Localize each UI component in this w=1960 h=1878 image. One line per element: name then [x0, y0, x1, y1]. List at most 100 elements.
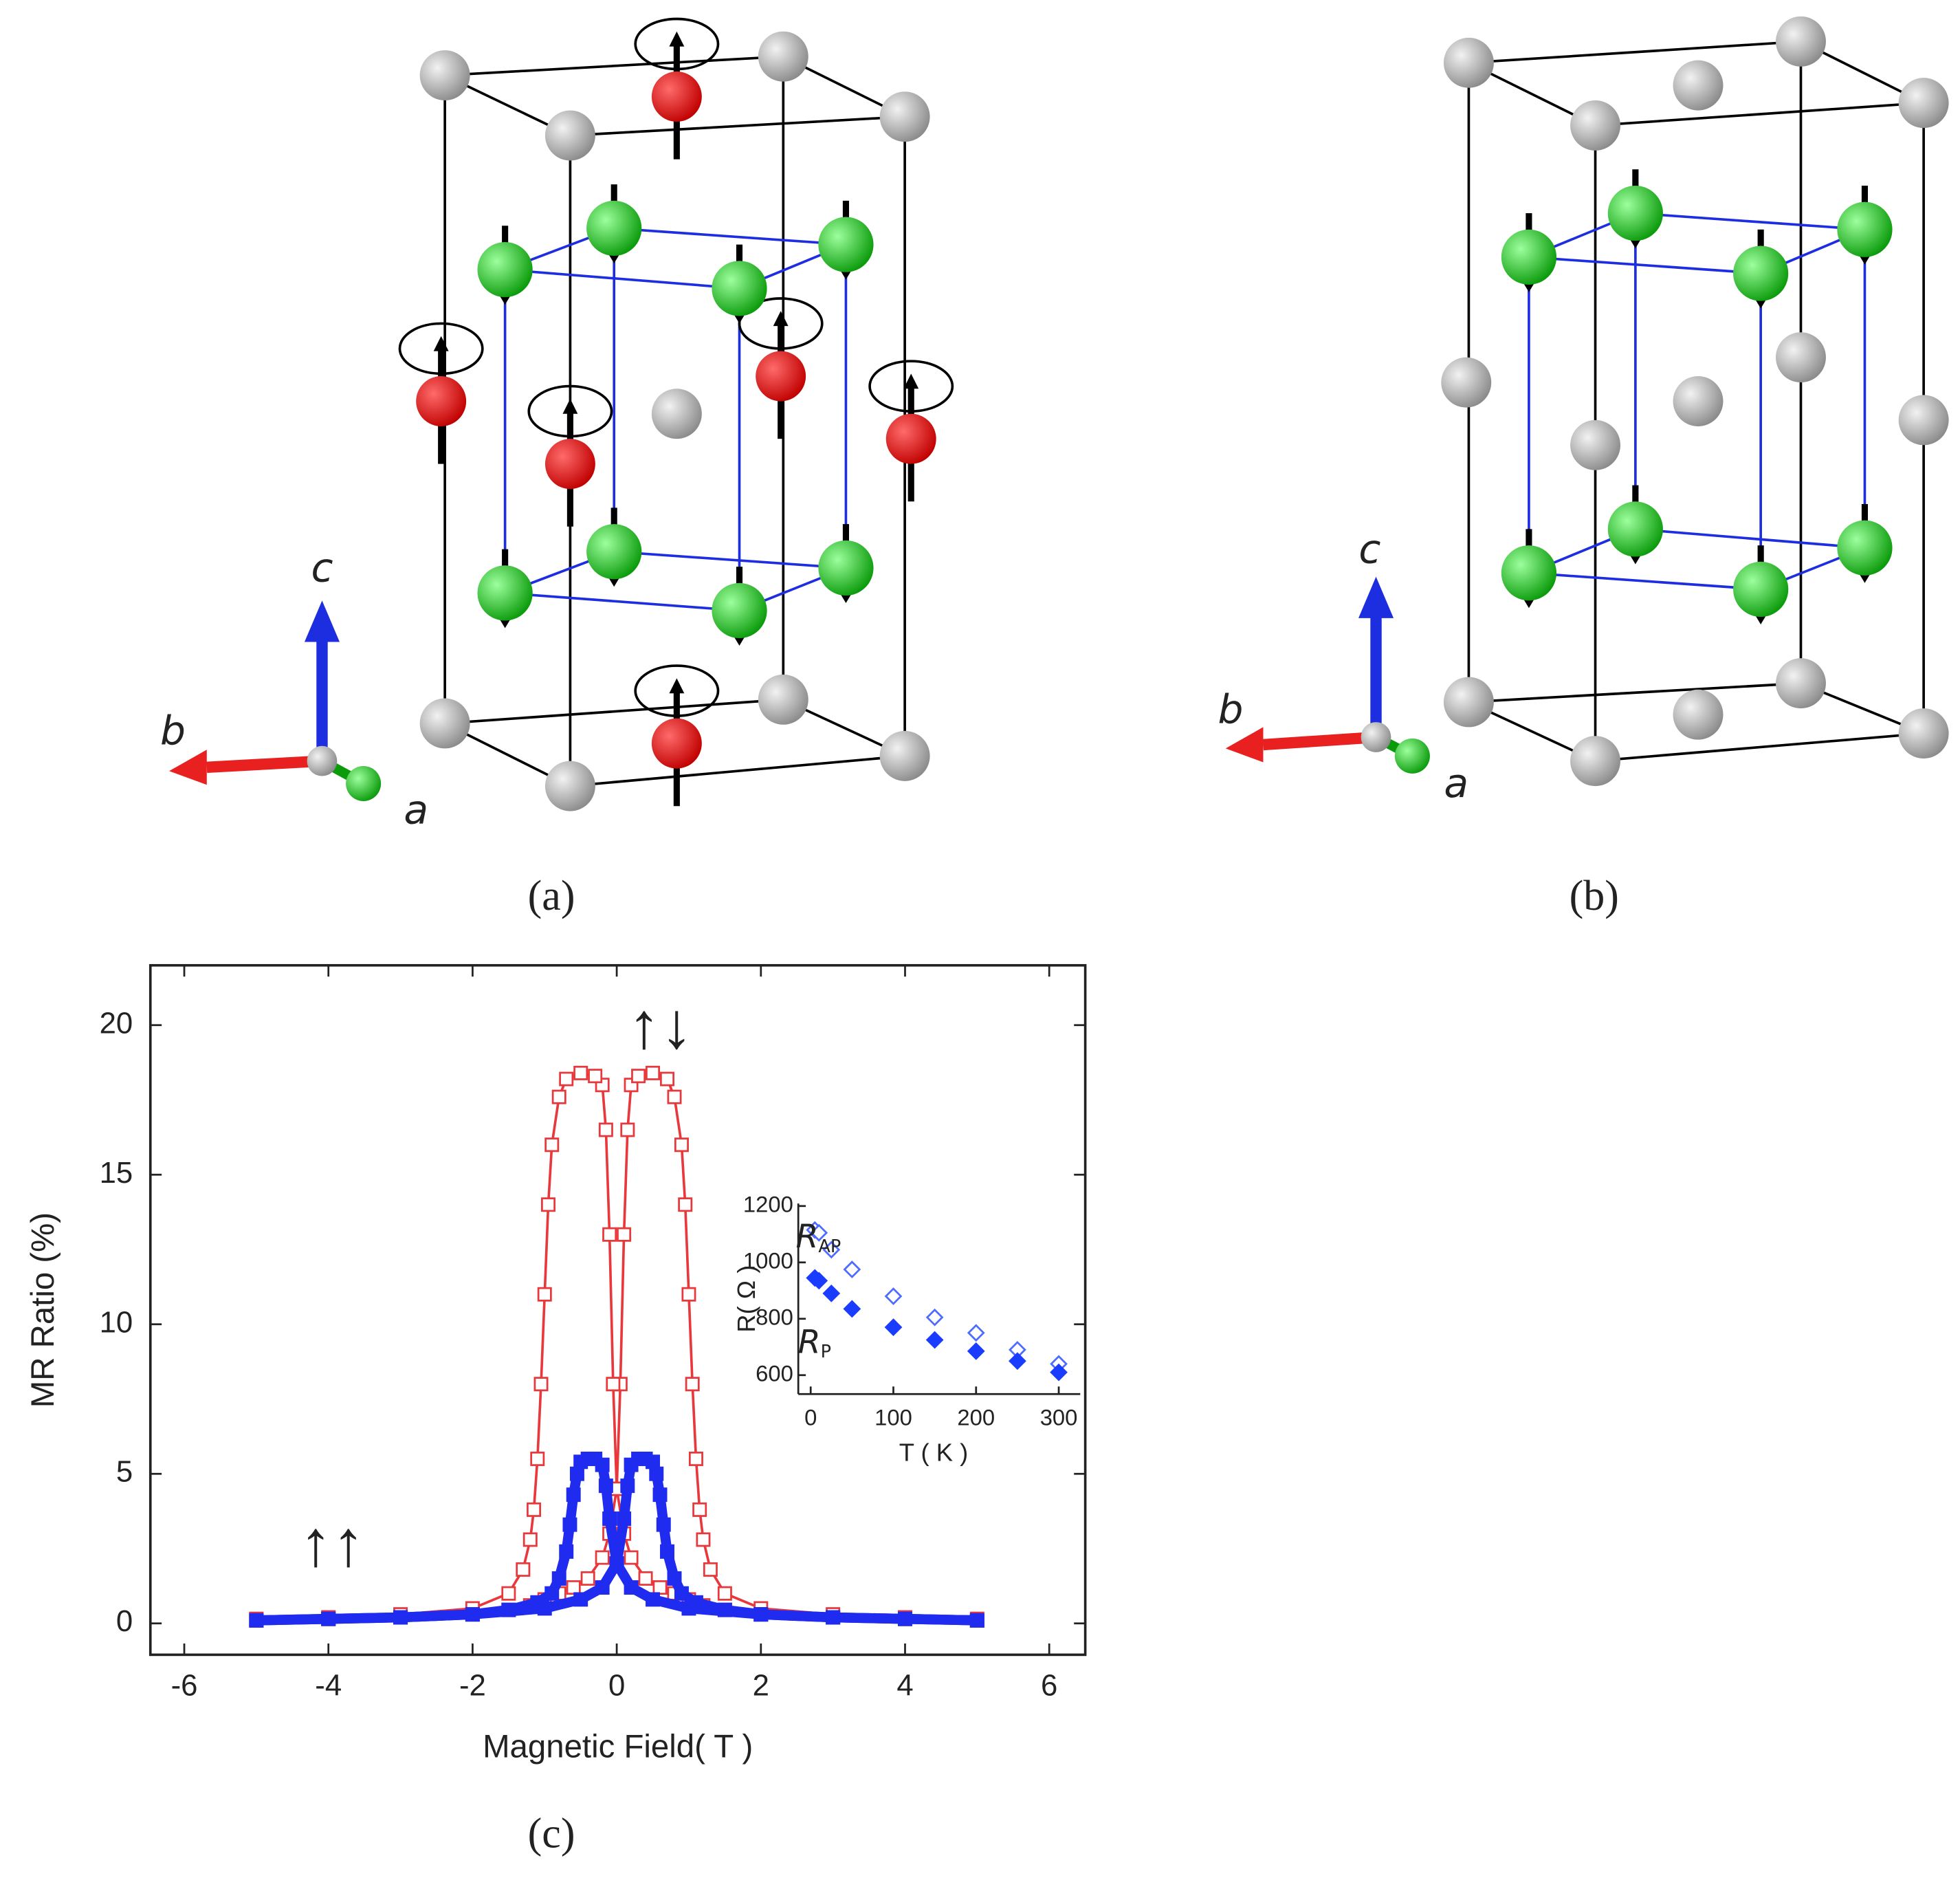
atom — [758, 674, 808, 725]
atom — [1570, 419, 1620, 470]
spin-arrow-head — [903, 373, 919, 389]
spin-ring — [868, 360, 954, 413]
x-tick-label: 0 — [608, 1668, 625, 1702]
data-point — [967, 1324, 985, 1342]
atom — [1898, 395, 1949, 446]
axis-label: b — [1218, 686, 1244, 733]
atom — [1607, 501, 1663, 557]
data-point — [674, 1137, 689, 1153]
atom — [712, 261, 767, 316]
annotation-sub: AP — [818, 1236, 841, 1257]
data-point — [1009, 1352, 1026, 1371]
atom — [477, 565, 533, 621]
data-point — [393, 1610, 408, 1625]
annotation: RAP — [795, 1218, 841, 1257]
y-tick-label: 5 — [116, 1455, 133, 1489]
data-point — [537, 1287, 552, 1302]
data-point — [617, 1227, 632, 1242]
spin-arrow-head — [562, 398, 578, 414]
y-tick-label: 20 — [100, 1006, 133, 1040]
data-point — [674, 1586, 689, 1601]
y-tick-label: 10 — [100, 1305, 133, 1339]
cell-edge — [1528, 527, 1866, 591]
data-point — [810, 1223, 828, 1242]
spin-arrow-head — [433, 336, 449, 351]
data-point — [598, 1122, 613, 1137]
panel-label: (c) — [528, 1811, 575, 1857]
data-point — [925, 1331, 944, 1349]
y-tick-label: 800 — [756, 1304, 793, 1329]
data-point — [681, 1601, 696, 1616]
atom — [651, 389, 702, 439]
data-point — [544, 1137, 560, 1153]
atom — [712, 582, 767, 639]
data-point — [925, 1308, 944, 1326]
axis-label: a — [1444, 760, 1468, 807]
data-point — [620, 1122, 635, 1137]
data-point — [321, 1611, 336, 1626]
axis-arrow-head — [304, 600, 340, 642]
data-point — [522, 1532, 538, 1547]
atom — [544, 439, 595, 490]
data-point — [969, 1613, 984, 1628]
data-point — [595, 1580, 610, 1595]
data-point — [692, 1502, 707, 1517]
annotation-text: R — [795, 1218, 818, 1256]
spin-ring — [527, 384, 613, 438]
spin-arrow-head — [773, 311, 789, 327]
data-point — [678, 1197, 693, 1212]
data-point — [588, 1069, 603, 1084]
data-point — [967, 1342, 985, 1360]
axis-label: b — [160, 708, 186, 754]
data-point — [884, 1318, 903, 1336]
atom — [419, 698, 470, 749]
atom — [879, 91, 930, 142]
plot-frame — [148, 963, 1087, 1657]
data-point — [631, 1069, 646, 1084]
atom — [1898, 78, 1949, 129]
data-point — [595, 1550, 610, 1565]
data-point — [703, 1562, 718, 1577]
atom — [1733, 561, 1789, 618]
data-point — [624, 1550, 639, 1565]
spin-arrow-head — [669, 678, 685, 694]
data-point — [717, 1586, 732, 1601]
data-point — [569, 1466, 584, 1481]
data-point — [249, 1613, 264, 1628]
x-tick-label: 0 — [804, 1404, 817, 1430]
atom — [1673, 60, 1724, 111]
y-tick-label: 1000 — [743, 1247, 793, 1273]
data-point — [843, 1260, 861, 1278]
atom — [885, 413, 936, 464]
x-tick-label: -2 — [459, 1668, 486, 1702]
annotation-text: R — [798, 1323, 821, 1361]
data-point — [602, 1227, 617, 1242]
data-point — [624, 1580, 639, 1595]
data-point — [617, 1511, 632, 1526]
data-point — [541, 1197, 555, 1212]
data-point — [609, 1556, 624, 1571]
atom — [1837, 520, 1893, 576]
data-point — [826, 1610, 841, 1625]
axis-label: c — [311, 545, 333, 591]
data-point — [559, 1544, 574, 1559]
atom — [1441, 357, 1492, 408]
x-tick-label: 2 — [753, 1668, 769, 1702]
data-point — [646, 1065, 661, 1080]
atom — [1898, 708, 1949, 759]
panel-label: (b) — [1570, 873, 1619, 919]
data-point — [822, 1285, 841, 1302]
atom — [416, 376, 467, 426]
data-point — [652, 1580, 668, 1595]
y-tick-label: 0 — [116, 1604, 133, 1638]
atom — [1501, 229, 1557, 285]
data-point — [530, 1451, 545, 1466]
data-point — [501, 1602, 516, 1617]
atom — [651, 72, 702, 122]
atom — [1443, 677, 1494, 728]
data-point — [810, 1271, 828, 1290]
data-point — [465, 1607, 480, 1622]
annotation-text: ↑↓ — [628, 990, 693, 1062]
atom — [586, 524, 642, 580]
